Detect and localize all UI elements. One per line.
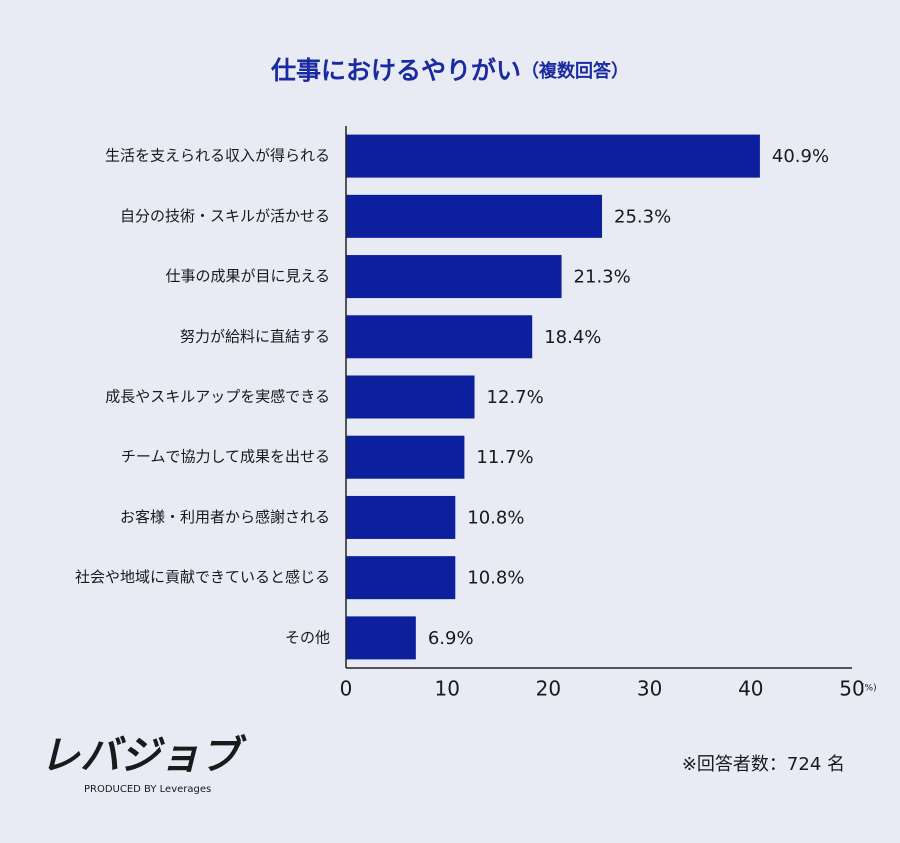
x-tick-label: 30 (637, 677, 662, 701)
bar (346, 556, 456, 600)
value-label: 11.7% (476, 447, 533, 468)
y-tick-label: チームで協力して成果を出せる (121, 448, 330, 466)
y-tick-label: お客様・利用者から感謝される (120, 508, 330, 526)
x-tick-label: 10 (434, 677, 459, 701)
x-tick-label: 0 (340, 677, 353, 701)
logo-tagline: PRODUCED BY Leverages (84, 784, 211, 795)
value-label: 10.8% (467, 568, 524, 589)
y-tick-label: 社会や地域に貢献できていると感じる (75, 568, 330, 586)
bar (346, 375, 475, 419)
bar (346, 616, 416, 660)
y-tick-label: 生活を支えられる収入が得られる (105, 147, 330, 165)
y-tick-label: 努力が給料に直結する (180, 327, 330, 345)
y-tick-label: 成長やスキルアップを実感できる (105, 388, 330, 406)
value-label: 10.8% (467, 507, 524, 528)
y-tick-label: その他 (285, 628, 330, 646)
value-label: 12.7% (487, 387, 544, 408)
value-label: 40.9% (772, 146, 829, 167)
value-label: 6.9% (428, 628, 474, 649)
bar (346, 134, 760, 178)
value-label: 21.3% (574, 267, 631, 288)
y-tick-label: 仕事の成果が目に見える (165, 267, 330, 285)
bar (346, 495, 456, 539)
chart-title: 仕事におけるやりがい (270, 56, 521, 85)
value-label: 25.3% (614, 206, 671, 227)
x-tick-label: 40 (738, 677, 763, 701)
logo: レバジョブ (40, 733, 247, 779)
x-tick-label: 50 (839, 677, 864, 701)
y-tick-label: 自分の技術・スキルが活かせる (120, 207, 330, 225)
bar (346, 315, 533, 359)
respondent-note: ※回答者数：724 名 (682, 754, 845, 775)
chart-title-line: 仕事におけるやりがい（複数回答） (270, 56, 629, 85)
x-tick-label: 20 (536, 677, 561, 701)
chart-subtitle: （複数回答） (521, 60, 629, 82)
bar (346, 255, 562, 299)
x-axis-unit: (%) (861, 684, 877, 694)
bar (346, 435, 465, 479)
bar (346, 194, 603, 238)
value-label: 18.4% (544, 327, 601, 348)
